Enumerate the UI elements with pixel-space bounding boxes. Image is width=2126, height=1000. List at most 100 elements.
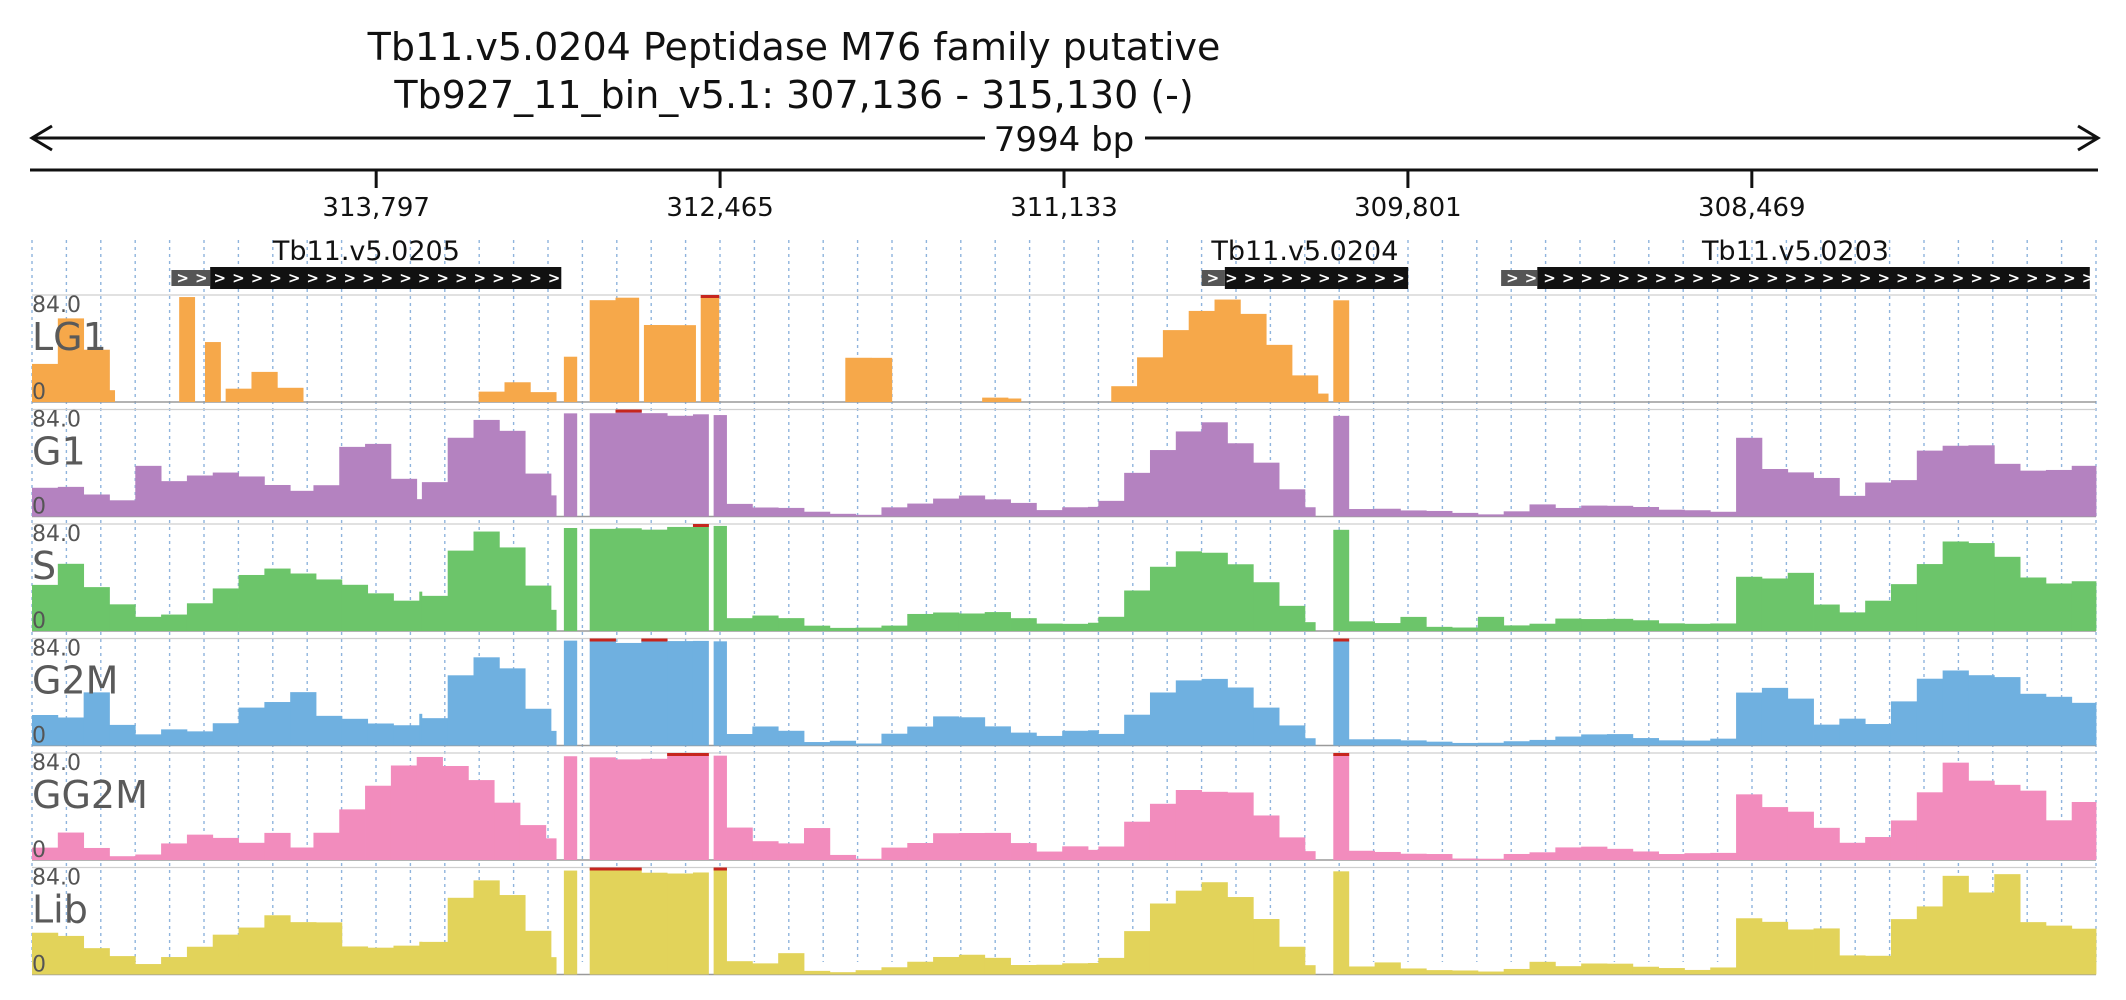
clip-marker [589, 638, 616, 642]
coverage-bar [499, 895, 526, 975]
coverage-bar [1088, 730, 1099, 746]
coverage-bar [1062, 846, 1089, 860]
coverage-bar [1761, 807, 1789, 860]
track-ymin-label: 0 [32, 953, 46, 978]
coverage-bar [393, 600, 420, 631]
coverage-bar [2045, 583, 2073, 631]
coverage-bar [1452, 970, 1479, 975]
coverage-bar [109, 956, 136, 975]
gene-Tb11.v5.0204[interactable]: Tb11.v5.0204 >>>>>>>>>>>> [1201, 236, 1430, 289]
coverage-bar [499, 668, 526, 746]
coverage-bar [1304, 738, 1316, 746]
coverage-bar [881, 733, 908, 746]
coverage-bar [2020, 922, 2047, 975]
coverage-bar [1684, 853, 1711, 860]
coverage-bar [1062, 730, 1089, 746]
coverage-bar [83, 692, 110, 746]
coverage-bar [700, 296, 720, 402]
coverage-bar [1279, 489, 1306, 517]
coverage-bar [1606, 848, 1634, 860]
coverage-bar [2020, 790, 2047, 860]
coverage-bar [752, 507, 779, 517]
coverage-bar [881, 625, 908, 631]
clip-marker [713, 867, 727, 871]
clip-marker [589, 867, 616, 871]
coverage-bar [135, 616, 162, 631]
coverage-bar [984, 612, 1011, 631]
track-G2M: 84.0 0 G2M [32, 637, 2097, 749]
coverage-bar [778, 618, 805, 631]
coverage-bar [1839, 842, 1866, 860]
coverage-bar [1175, 551, 1203, 631]
coverage-bar [984, 499, 1011, 517]
coverage-bar [2020, 470, 2047, 517]
coverage-bar [313, 485, 340, 517]
coverage-bar [290, 490, 314, 517]
coverage-bar [1348, 966, 1376, 975]
coverage-bar [2071, 581, 2097, 631]
coverage-bar [447, 550, 474, 631]
coverage-bar [186, 475, 214, 517]
coverage-bar [1333, 640, 1350, 746]
coverage-bar [1968, 445, 1995, 517]
coverage-bar [1865, 724, 1892, 746]
coverage-bar [204, 342, 221, 402]
coverage-bar [1658, 854, 1685, 860]
coverage-bar [933, 498, 960, 517]
coverage-tracks: 84.00LG184.00G184.00S84.00G2M84.00GG2M84… [32, 293, 2097, 978]
coverage-bar [1890, 820, 1918, 860]
coverage-bar [1010, 843, 1037, 860]
coverage-bar [419, 591, 423, 631]
coverage-bar [1529, 739, 1556, 746]
coverage-bar [32, 847, 59, 860]
coverage-bar [1400, 968, 1427, 975]
coverage-bar [365, 785, 392, 860]
coverage-bar [803, 625, 831, 631]
coordinate-ruler: 313,797 312,465 311,133 309,801 308,469 [30, 168, 2098, 223]
coverage-bar [667, 415, 694, 517]
gene-label: Tb11.v5.0205 [272, 236, 460, 267]
coverage-bar [563, 870, 578, 975]
coverage-bar [713, 755, 727, 860]
coverage-bar [1098, 733, 1125, 746]
coverage-bar [958, 495, 986, 517]
coverage-bar [1010, 502, 1037, 517]
gene-Tb11.v5.0205[interactable]: Tb11.v5.0205 >>>>>>>>>>>>>>>>>>>>>>>> [171, 236, 622, 289]
coverage-bar [1333, 300, 1350, 402]
coverage-bar [390, 478, 418, 517]
gene-label: Tb11.v5.0204 [1210, 236, 1398, 267]
coverage-bar [881, 847, 908, 860]
coverage-bar [83, 847, 110, 860]
coverage-bar [829, 740, 857, 746]
clip-marker [1333, 638, 1350, 642]
coverage-bar [290, 847, 314, 860]
coverage-bar [499, 547, 526, 631]
coverage-bar [1813, 604, 1840, 631]
coverage-bar [692, 414, 709, 517]
coverage-bar [2045, 696, 2073, 746]
coverage-bar [1736, 692, 1763, 746]
coverage-bar [1279, 725, 1306, 746]
coverage-bar [1098, 616, 1125, 631]
coverage-bar [2045, 925, 2073, 975]
coverage-bar [1400, 853, 1427, 860]
gene-Tb11.v5.0203[interactable]: Tb11.v5.0203 >>>>>>>>>>>>>>>>>>>>>>>>>>>>… [1501, 236, 2126, 289]
ruler-tick-label: 311,133 [1010, 193, 1118, 223]
coverage-bar [1839, 955, 1866, 975]
track-ymax-label: 84.0 [32, 408, 81, 433]
coverage-bar [225, 388, 252, 402]
coverage-bar [1503, 741, 1530, 746]
coverage-bar [563, 356, 578, 402]
coverage-bar [1813, 477, 1840, 517]
gene-utr [171, 270, 211, 286]
coverage-bar [1839, 612, 1866, 631]
coverage-bar [238, 842, 265, 860]
coverage-bar [32, 487, 59, 517]
coverage-bar [1036, 964, 1063, 975]
coverage-bar [212, 723, 239, 746]
coverage-bar [933, 956, 960, 975]
coverage-bar [186, 731, 214, 746]
coverage-bar [1010, 732, 1037, 746]
coverage-bar [1606, 734, 1634, 746]
coverage-bar [1062, 963, 1089, 975]
